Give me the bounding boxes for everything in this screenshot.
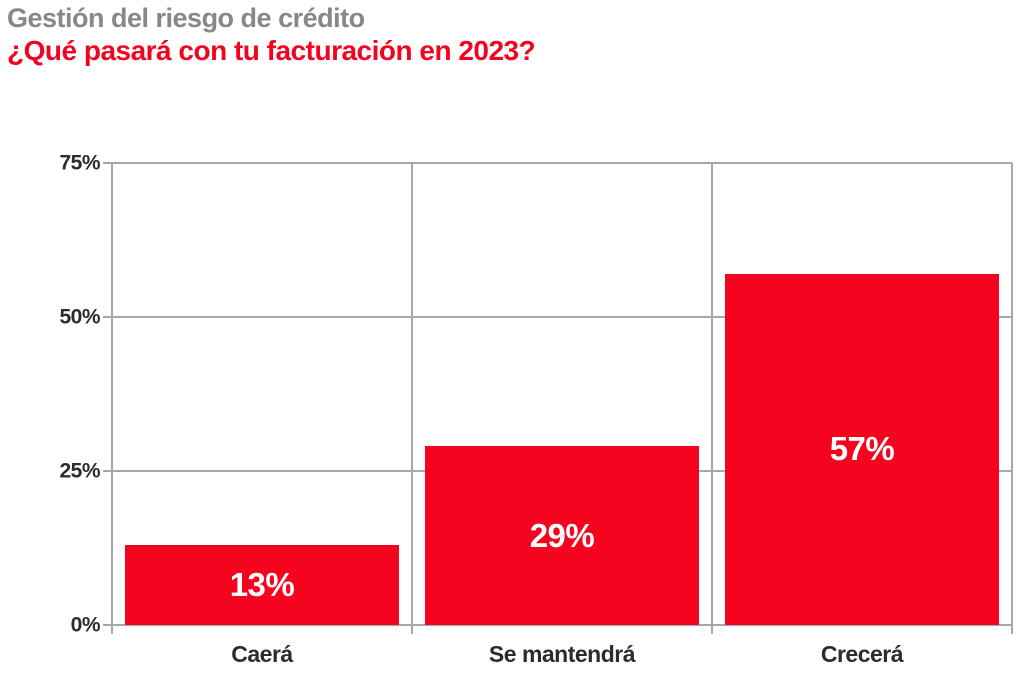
x-tick-label-crecerá: Crecerá bbox=[820, 641, 904, 667]
bar-se-mantendrá: 29% bbox=[424, 446, 699, 625]
y-tick-label: 50% bbox=[59, 305, 100, 329]
gridline-vertical bbox=[710, 163, 713, 634]
gridline-vertical bbox=[410, 163, 413, 634]
bar-value-label: 13% bbox=[229, 565, 295, 603]
bar-caerá: 13% bbox=[125, 544, 399, 625]
gridline-0% bbox=[103, 624, 1012, 626]
plot-right-border bbox=[1011, 163, 1013, 634]
y-tick-label: 25% bbox=[59, 459, 100, 483]
chart-subtitle: ¿Qué pasará con tu facturación en 2023? bbox=[7, 35, 536, 66]
x-tick-label-se-mantendrá: Se mantendrá bbox=[488, 641, 636, 667]
chart-title: Gestión del riesgo de crédito bbox=[7, 3, 365, 33]
y-tick-label: 0% bbox=[70, 613, 101, 637]
bar-crecerá: 57% bbox=[724, 273, 999, 625]
bar-value-label: 29% bbox=[529, 516, 595, 554]
gridline-75% bbox=[103, 162, 1012, 164]
y-axis-line bbox=[111, 163, 113, 634]
bar-value-label: 57% bbox=[829, 430, 895, 468]
gridline-50% bbox=[103, 316, 1012, 319]
x-tick-label-caerá: Caerá bbox=[231, 641, 293, 667]
chart-header: Gestión del riesgo de crédito ¿Qué pasar… bbox=[7, 2, 536, 67]
y-axis: 0% 25% 50% 75% bbox=[0, 153, 100, 636]
x-axis: Caerá Se mantendrá Crecerá bbox=[112, 641, 1012, 671]
y-tick-label: 75% bbox=[59, 151, 100, 175]
plot-area: 13% 29% 57% bbox=[103, 162, 1013, 634]
